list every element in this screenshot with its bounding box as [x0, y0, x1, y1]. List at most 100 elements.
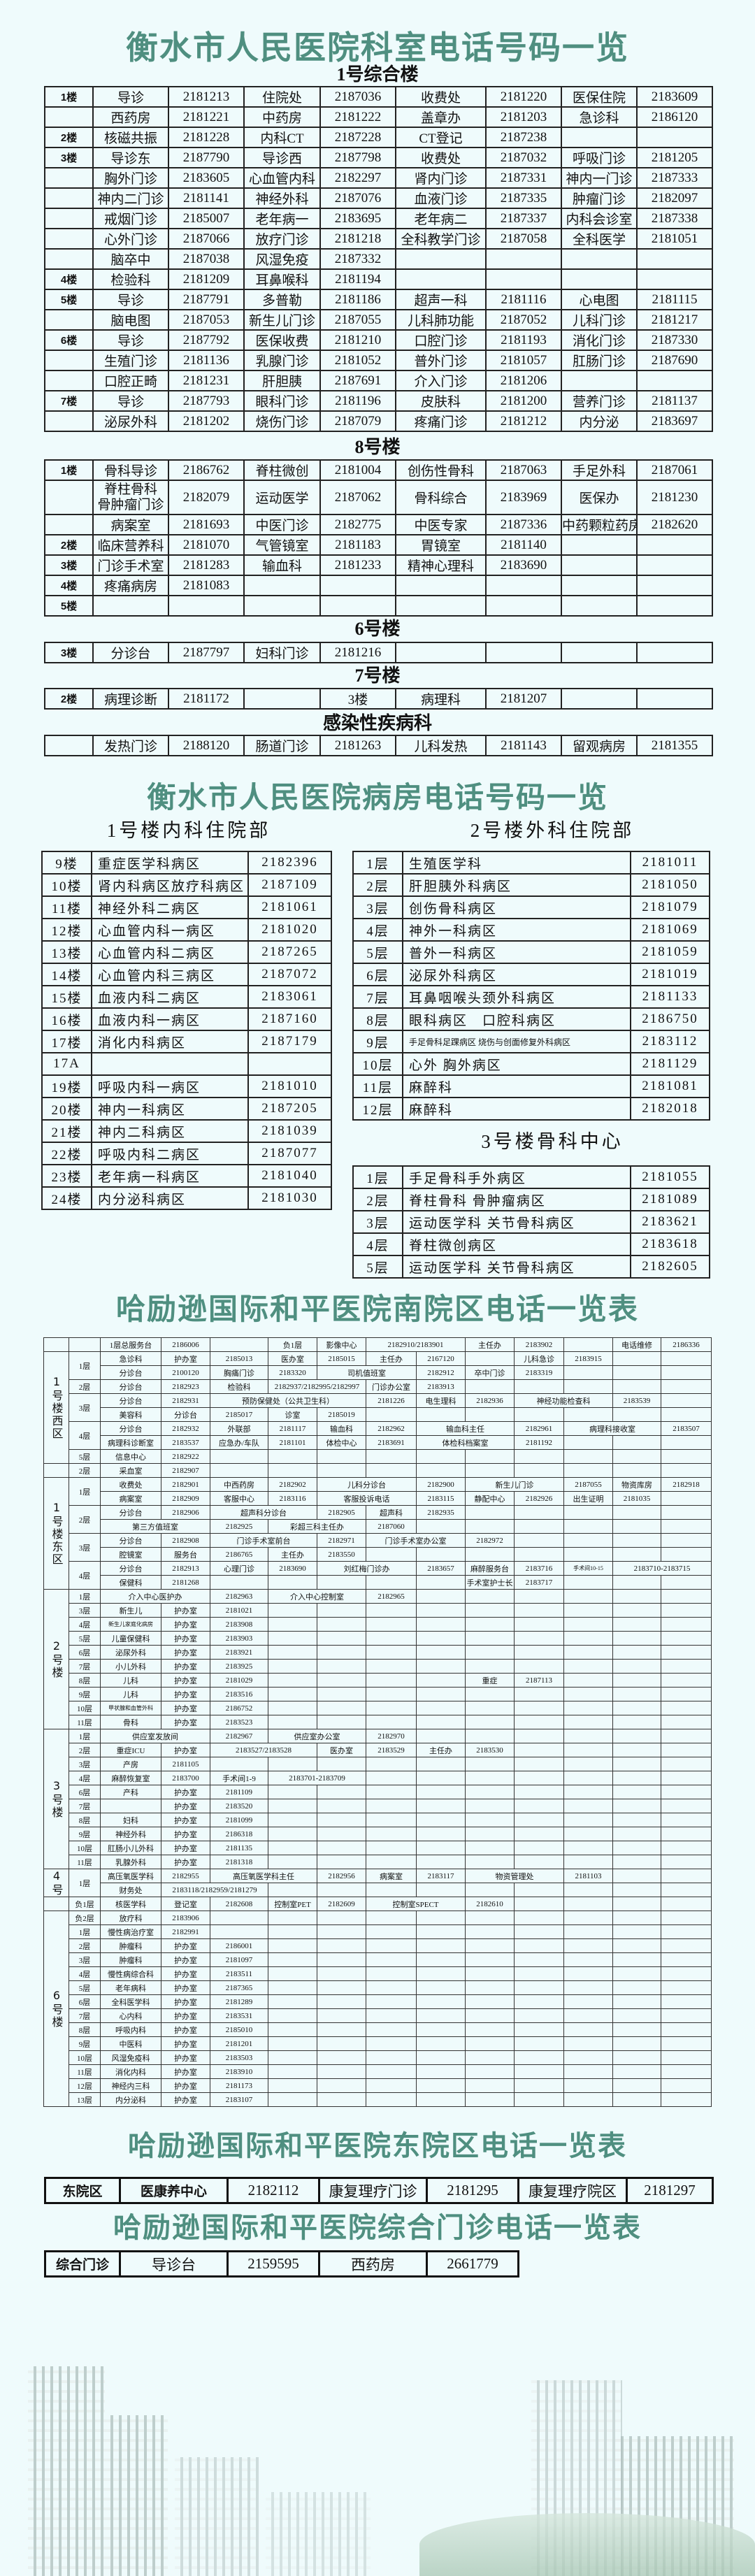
phone-number: 2187052	[485, 309, 562, 331]
phone-number: 2181228	[168, 127, 245, 148]
table-row: 5层 普外一科病区 2181059	[352, 940, 710, 964]
phone-number	[319, 595, 396, 617]
empty-cell	[366, 1645, 417, 1660]
department-name: 妇科门诊	[243, 642, 321, 663]
phone-number: 2183516	[210, 1687, 268, 1701]
table-row: 1号楼东区 1层 收费处 2182901 中西药房 2182902 儿科分诊台 2182900…	[43, 1477, 712, 1590]
phone-number: 2182605	[630, 1255, 710, 1279]
floor-label	[69, 1337, 101, 1352]
floor-label: 4层	[69, 1561, 101, 1590]
phone-number: 2182906	[161, 1505, 210, 1520]
empty-cell	[268, 1827, 317, 1841]
empty-cell	[612, 1463, 661, 1478]
empty-cell	[612, 1533, 661, 1548]
phone-number: 2181295	[426, 2177, 519, 2204]
phone-number: 2183503	[210, 2050, 268, 2065]
empty-cell	[416, 1938, 466, 1953]
department-name	[395, 248, 487, 270]
department-name: 分诊台	[100, 1393, 161, 1408]
empty-cell	[661, 1379, 712, 1394]
department-name: 护办室	[161, 1659, 210, 1674]
empty-cell	[612, 1743, 661, 1757]
floor-label: 11层	[352, 1074, 403, 1098]
table-row: 6层 泌尿外科 护办室 2183921	[44, 1645, 712, 1660]
empty-cell	[366, 2022, 417, 2037]
empty-cell	[514, 1617, 564, 1632]
phone-number: 2181029	[210, 1673, 268, 1688]
empty-cell	[612, 1365, 661, 1380]
empty-cell	[268, 1463, 317, 1478]
department-name: 内分泌科	[100, 2092, 161, 2107]
empty-cell	[317, 2092, 366, 2107]
floor-label	[44, 106, 94, 128]
phone-number: 2187792	[168, 329, 245, 351]
empty-cell	[465, 1771, 515, 1785]
phone-number: 2181194	[319, 268, 396, 290]
empty-cell	[563, 2008, 613, 2023]
empty-cell	[661, 2078, 712, 2093]
table-row: 美容科 分诊台 2185017 诊室 2185019	[44, 1407, 712, 1422]
table-row: 1层总服务台 2186006 负1层 影像中心 2182910/2183901 主任办 21…	[43, 1337, 712, 1352]
department-name: 神经外科	[100, 1827, 161, 1841]
department-name: 超声一科	[395, 289, 487, 310]
phone-number: 2181137	[636, 390, 713, 412]
empty-cell	[661, 1687, 712, 1701]
department-name: 医办室	[317, 1743, 366, 1757]
floor-label: 14楼	[41, 963, 92, 986]
floor-label: 13楼	[41, 940, 92, 964]
floor-label: 11楼	[41, 895, 92, 919]
phone-number: 2181200	[485, 390, 562, 412]
phone-number: 2183710-2183715	[612, 1561, 712, 1576]
department-name: 医保办	[561, 480, 638, 515]
floor-label: 10层	[69, 1841, 101, 1855]
phone-number: 2183925	[210, 1659, 268, 1674]
ward-name: 重症医学科病区	[91, 851, 249, 875]
empty-cell	[317, 2036, 366, 2051]
phone-number	[636, 595, 713, 617]
empty-cell	[416, 1631, 466, 1646]
empty-cell	[317, 1659, 366, 1674]
table-row: 9层 神经外科 护办室 2186318	[44, 1827, 712, 1841]
empty-cell	[317, 2078, 366, 2093]
department-name: 医办室	[268, 1351, 317, 1366]
empty-cell	[268, 1799, 317, 1813]
empty-cell	[268, 1994, 317, 2009]
empty-cell	[612, 2022, 661, 2037]
empty-cell	[514, 1603, 564, 1618]
department-name: 疼痛病房	[92, 575, 169, 596]
empty-cell	[317, 1938, 366, 1953]
department-name: 肿瘤科	[100, 1952, 161, 1967]
floor-label: 4层	[69, 1421, 101, 1450]
phone-number: 2183657	[416, 1561, 466, 1576]
department-name	[561, 534, 638, 556]
phone-number: 2185007	[168, 208, 245, 229]
department-name: 分诊台	[100, 1379, 161, 1394]
department-name: 护办室	[161, 1351, 210, 1366]
department-name: 预防保健处（公共卫生科）	[210, 1393, 366, 1408]
empty-cell	[661, 2036, 712, 2051]
phone-number: 2183697	[636, 410, 713, 432]
phone-number: 2181021	[210, 1603, 268, 1618]
floor-label: 17楼	[41, 1030, 92, 1053]
empty-cell	[612, 1575, 661, 1590]
department-name: 康复理疗门诊	[318, 2177, 428, 2204]
phone-number: 2186765	[210, 1547, 268, 1562]
department-name: 急诊科	[100, 1351, 161, 1366]
phone-number: 2167120	[416, 1351, 466, 1366]
empty-cell	[416, 1617, 466, 1632]
empty-cell	[514, 1687, 564, 1701]
table-row: 22楼 呼吸内科二病区 2187077	[41, 1142, 332, 1165]
empty-cell	[317, 1841, 366, 1855]
hospital-buildings-illustration	[0, 2286, 755, 2576]
table-row: 8层 呼吸内科 护办室 2185010	[44, 2022, 712, 2037]
empty-cell	[317, 2022, 366, 2037]
empty-cell	[612, 1911, 661, 1925]
phone-number: 2181203	[485, 106, 562, 128]
phone-number: 2181010	[247, 1074, 332, 1098]
empty-cell	[210, 1911, 268, 1925]
empty-cell	[612, 1771, 661, 1785]
phone-number: 2182112	[226, 2177, 320, 2204]
phone-number: 2181213	[168, 86, 245, 108]
empty-cell	[317, 1883, 366, 1897]
campus-label: 综合门诊	[44, 2250, 121, 2278]
